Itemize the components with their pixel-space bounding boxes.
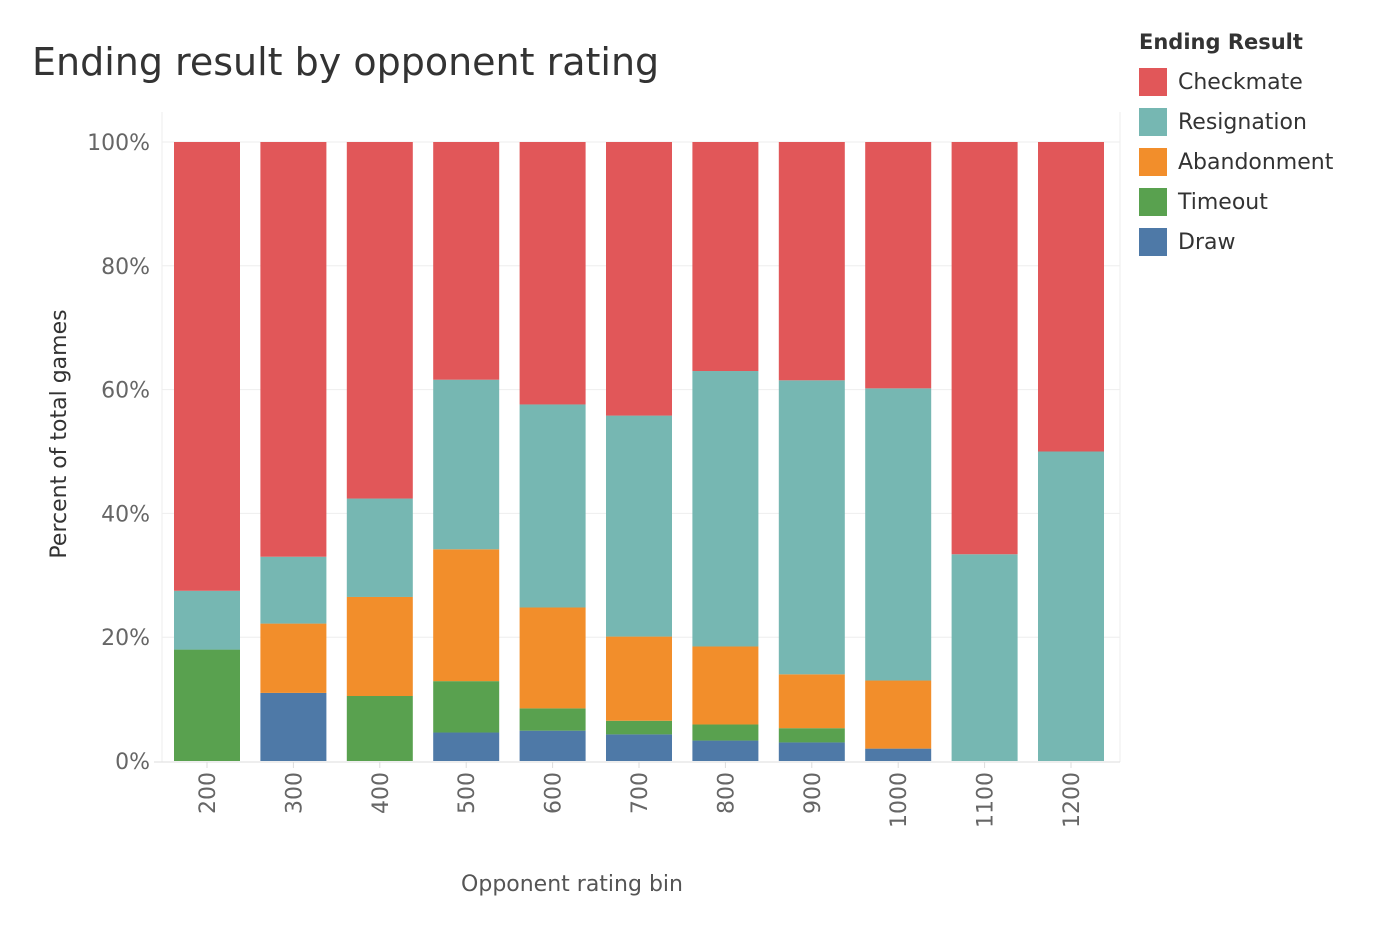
x-tick-label: 1200 (1060, 772, 1085, 828)
bar-draw-1000 (865, 748, 932, 761)
legend-swatch (1139, 68, 1167, 96)
legend-item-resignation[interactable]: Resignation (1139, 102, 1333, 142)
bar-checkmate-1000 (865, 142, 932, 389)
bar-draw-500 (433, 732, 500, 761)
axes: 0% 20% 40% 60% 80% 100% 200 300 400 500 600 700 800 9… (87, 131, 1120, 828)
legend-swatch (1139, 108, 1167, 136)
legend-label: Abandonment (1178, 149, 1334, 175)
bar-checkmate-1200 (1038, 142, 1104, 452)
legend-swatch (1139, 188, 1167, 216)
x-tick-label: 400 (369, 772, 394, 814)
legend-label: Checkmate (1178, 69, 1303, 95)
x-tick-label: 500 (455, 772, 480, 814)
legend-item-abandonment[interactable]: Abandonment (1139, 142, 1333, 182)
x-tick-label: 900 (801, 772, 826, 814)
x-tick-label: 300 (282, 772, 307, 814)
y-tick-label: 60% (101, 379, 150, 404)
bars (174, 142, 1104, 761)
bar-resignation-1200 (1038, 451, 1104, 761)
bar-timeout-900 (778, 728, 845, 743)
y-tick-label: 20% (101, 626, 150, 651)
bar-timeout-500 (433, 681, 500, 733)
x-tick-label: 600 (542, 772, 567, 814)
bar-checkmate-300 (260, 142, 327, 557)
chart-title: Ending result by opponent rating (32, 40, 660, 84)
legend-label: Draw (1178, 229, 1236, 255)
bar-abandonment-800 (692, 646, 759, 725)
legend: Ending Result Checkmate Resignation Abando… (1139, 30, 1333, 262)
bar-draw-700 (606, 734, 672, 761)
bar-resignation-700 (606, 415, 672, 637)
bar-checkmate-200 (174, 142, 240, 591)
bar-resignation-200 (174, 590, 240, 650)
y-tick-label: 100% (87, 131, 150, 156)
bar-checkmate-700 (606, 142, 672, 416)
bar-resignation-1000 (865, 388, 932, 681)
x-tick-label: 1100 (974, 772, 999, 828)
bar-checkmate-1100 (951, 142, 1018, 555)
bar-timeout-800 (692, 724, 759, 741)
legend-label: Timeout (1178, 189, 1268, 215)
bar-resignation-800 (692, 371, 759, 647)
bar-checkmate-400 (346, 142, 413, 499)
y-tick-label: 40% (101, 502, 150, 527)
y-axis-title: Percent of total games (47, 309, 72, 558)
bar-abandonment-700 (606, 636, 672, 721)
y-tick-label: 0% (115, 750, 150, 775)
bar-draw-900 (778, 742, 845, 761)
bar-checkmate-600 (519, 142, 586, 405)
bar-resignation-600 (519, 404, 586, 608)
bar-draw-800 (692, 740, 759, 761)
legend-swatch (1139, 148, 1167, 176)
legend-label: Resignation (1178, 109, 1307, 135)
bar-resignation-900 (778, 380, 845, 675)
bar-checkmate-500 (433, 142, 500, 380)
bar-timeout-600 (519, 708, 586, 731)
bar-checkmate-900 (778, 142, 845, 381)
bar-abandonment-600 (519, 607, 586, 709)
bar-draw-300 (260, 692, 327, 761)
bar-resignation-500 (433, 379, 500, 550)
bar-abandonment-1000 (865, 680, 932, 749)
bar-resignation-1100 (951, 554, 1018, 761)
bar-checkmate-800 (692, 142, 759, 372)
bar-resignation-300 (260, 556, 327, 624)
legend-items: Checkmate Resignation Abandonment Timeout Dr… (1139, 62, 1333, 262)
x-axis-title: Opponent rating bin (461, 872, 683, 897)
bar-abandonment-900 (778, 674, 845, 729)
y-tick-label: 80% (101, 255, 150, 280)
bar-timeout-200 (174, 649, 240, 761)
bar-abandonment-300 (260, 623, 327, 693)
bar-draw-600 (519, 730, 586, 761)
x-tick-label: 700 (628, 772, 653, 814)
bar-abandonment-400 (346, 596, 413, 697)
x-tick-label: 1000 (887, 772, 912, 828)
legend-item-timeout[interactable]: Timeout (1139, 182, 1333, 222)
bar-timeout-700 (606, 720, 672, 735)
legend-item-draw[interactable]: Draw (1139, 222, 1333, 262)
legend-title: Ending Result (1139, 30, 1303, 54)
bar-timeout-400 (346, 696, 413, 761)
bar-resignation-400 (346, 498, 413, 597)
x-tick-label: 200 (196, 772, 221, 814)
legend-swatch (1139, 228, 1167, 256)
legend-item-checkmate[interactable]: Checkmate (1139, 62, 1333, 102)
x-tick-label: 800 (714, 772, 739, 814)
bar-abandonment-500 (433, 549, 500, 682)
